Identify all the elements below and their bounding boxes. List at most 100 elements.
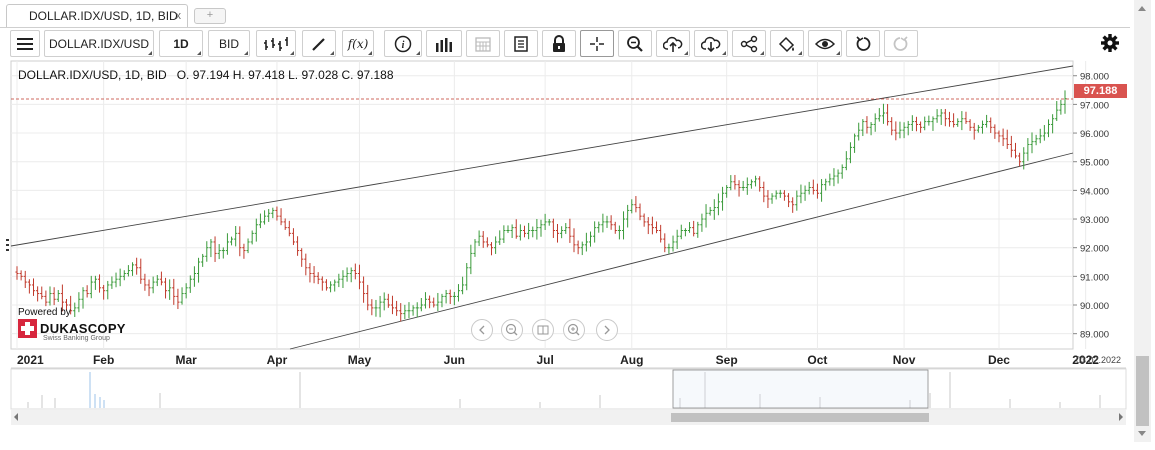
new-tab-button[interactable]: +: [194, 8, 226, 24]
ohlc-bar: [403, 304, 407, 320]
visibility-button[interactable]: [808, 30, 842, 57]
download-button[interactable]: [694, 30, 728, 57]
ohlc-bar: [349, 267, 353, 283]
vertical-scroll-thumb[interactable]: [1136, 356, 1149, 426]
horizontal-scroll-thumb[interactable]: [671, 413, 929, 422]
crosshair-button[interactable]: [580, 30, 614, 57]
side-select[interactable]: BID: [208, 30, 250, 57]
period-select[interactable]: 1D: [159, 30, 203, 57]
drawing-icon: [312, 37, 325, 51]
tab-bar: DOLLAR.IDX/USD, 1D, BID x +: [0, 0, 1130, 28]
undo-button[interactable]: [846, 30, 880, 57]
ohlc-bar: [378, 295, 382, 318]
ohlc-bar: [93, 275, 97, 290]
ohlc-bar: [654, 221, 659, 234]
ohlc-bar: [539, 219, 543, 237]
ohlc-bar: [130, 262, 135, 276]
vertical-scrollbar[interactable]: [1134, 0, 1151, 442]
ohlc-bar: [1026, 138, 1030, 161]
calendar-button[interactable]: [466, 30, 500, 57]
ohlc-bar: [295, 236, 300, 256]
ohlc-bar: [287, 220, 291, 237]
menu-button[interactable]: [10, 30, 40, 57]
report-button[interactable]: [504, 30, 538, 57]
indicator-button[interactable]: f(x): [342, 30, 374, 57]
ohlc-bar: [630, 199, 634, 214]
bar-type-button[interactable]: [256, 30, 296, 57]
reset-view-button[interactable]: [532, 319, 554, 341]
ohlc-bar: [291, 228, 296, 246]
price-chart[interactable]: 98.000 97.000 96.000 95.000 94.000 93.000 92.0…: [0, 0, 1130, 440]
ohlc-bar: [601, 213, 605, 233]
ohlc-bar: [1013, 142, 1018, 159]
ohlc-bar: [758, 176, 762, 192]
ohlc-bar: [741, 180, 745, 191]
instrument-select[interactable]: DOLLAR.IDX/USD: [44, 30, 154, 57]
ohlc-bar: [555, 223, 560, 243]
scroll-up-arrow-icon[interactable]: [1138, 6, 1146, 11]
ohlc-bar: [943, 108, 947, 127]
navigator-panel[interactable]: [10, 368, 1127, 410]
ohlc-bar: [172, 278, 176, 305]
ohlc-bar: [110, 276, 114, 289]
ohlc-bar: [968, 119, 972, 131]
ohlc-bar: [176, 288, 180, 310]
ohlc-bar: [766, 190, 770, 209]
brand-name: DUKASCOPY: [40, 321, 126, 336]
redo-button[interactable]: [884, 30, 918, 57]
redo-icon: [893, 35, 908, 51]
horizontal-scrollbar[interactable]: [11, 410, 1126, 425]
ohlc-bar: [489, 242, 494, 256]
ohlc-bar: [279, 208, 283, 226]
ohlc-bar: [411, 305, 415, 316]
ohlc-bar: [985, 114, 989, 128]
resize-handle-icon[interactable]: [6, 239, 9, 251]
ohlc-bar: [708, 206, 712, 216]
ohlc-bar: [980, 120, 985, 134]
ohlc-bar: [617, 225, 621, 240]
brand-logo: Powered by DUKASCOPY Swiss Banking Group: [18, 307, 126, 342]
lock-button[interactable]: [542, 30, 576, 57]
ohlc-bar: [465, 262, 469, 291]
upper-channel-line[interactable]: [10, 65, 1074, 247]
theme-button[interactable]: [770, 30, 804, 57]
drawing-button[interactable]: [302, 30, 336, 57]
ohlc-bar: [229, 236, 234, 246]
scroll-down-arrow-icon[interactable]: [1138, 431, 1146, 436]
zoom-button[interactable]: [618, 30, 652, 57]
ohlc-bar: [918, 121, 923, 133]
y-tick-label: 91.000: [1080, 272, 1109, 283]
navigator-window[interactable]: [672, 369, 929, 409]
settings-icon[interactable]: [1100, 33, 1120, 53]
scroll-right-button[interactable]: [596, 319, 618, 341]
ohlc-bar: [956, 118, 960, 127]
volume-button[interactable]: [426, 30, 462, 57]
chart-toolbar: DOLLAR.IDX/USD 1D BID f(x) i: [0, 28, 1130, 59]
ohlc-bar: [626, 204, 630, 228]
scroll-left-button[interactable]: [471, 319, 493, 341]
ohlc-bar: [762, 181, 766, 203]
ohlc-bar: [923, 116, 927, 131]
zoom-out-button[interactable]: [501, 319, 523, 341]
tab-close-icon[interactable]: x: [175, 10, 182, 22]
ohlc-bar: [357, 264, 362, 290]
ohlc-bar: [126, 265, 131, 277]
trend-lines: [10, 65, 1074, 350]
x-tick-label: May: [348, 353, 372, 367]
share-button[interactable]: [732, 30, 766, 57]
lower-channel-line[interactable]: [289, 152, 1074, 350]
upload-button[interactable]: [656, 30, 690, 57]
ohlc-bar: [213, 236, 217, 262]
ohlc-bar: [832, 168, 836, 187]
info-button[interactable]: i: [384, 30, 422, 57]
chart-tab[interactable]: DOLLAR.IDX/USD, 1D, BID x: [6, 4, 188, 27]
bar-type-icon: [264, 36, 288, 51]
zoom-in-button[interactable]: [563, 319, 585, 341]
ohlc-bar: [667, 243, 671, 254]
scroll-right-arrow-icon[interactable]: [1119, 413, 1123, 421]
ohlc-bar: [386, 293, 390, 308]
scroll-left-arrow-icon[interactable]: [14, 413, 18, 421]
ohlc-bar: [221, 247, 225, 259]
ohlc-bar: [423, 292, 428, 309]
ohlc-bar: [819, 179, 824, 202]
